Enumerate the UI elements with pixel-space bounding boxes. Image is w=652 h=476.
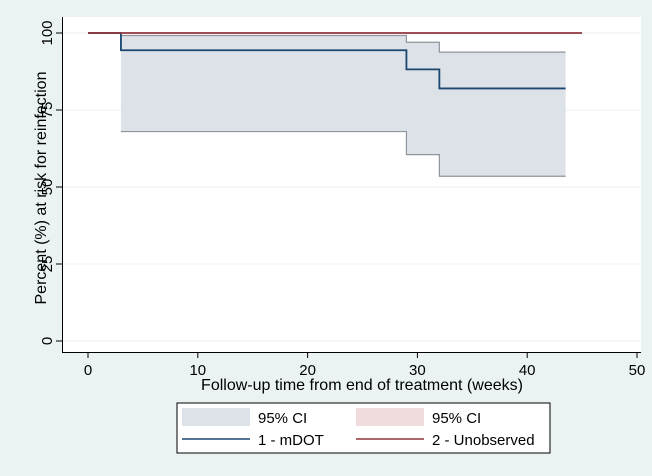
ci-band (120, 35, 566, 177)
legend-swatch (356, 408, 424, 426)
x-tick-label: 20 (299, 362, 316, 379)
legend-label: 95% CI (258, 410, 307, 427)
confidence-bands (120, 34, 566, 177)
y-tick-label: 75 (39, 102, 56, 119)
series-line (88, 32, 566, 90)
legend-label: 95% CI (432, 410, 481, 427)
y-tick-label: 50 (39, 179, 56, 196)
legend-label: 1 - mDOT (258, 432, 324, 449)
y-tick-label: 25 (39, 256, 56, 273)
legend-label: 2 - Unobserved (432, 432, 535, 449)
x-tick-label: 10 (189, 362, 206, 379)
axes: 0 25 50 75 100 0 10 20 30 40 50 (39, 17, 645, 379)
x-axis-label: Follow-up time from end of treatment (we… (201, 377, 523, 394)
x-tick-label: 50 (629, 362, 646, 379)
ci-upper-line (120, 34, 566, 53)
legend-swatch (182, 408, 250, 426)
x-tick-label: 30 (409, 362, 426, 379)
series-lines (88, 32, 583, 90)
y-axis-label: Percent (%) at risk for reinfection (33, 72, 50, 305)
y-tick-label: 100 (39, 20, 56, 45)
legend: 95% CI 95% CI 1 - mDOT 2 - Unobserved (176, 402, 551, 454)
y-tick-label: 0 (39, 337, 56, 345)
ci-lower-line (120, 130, 566, 177)
x-tick-label: 0 (84, 362, 92, 379)
x-tick-label: 40 (519, 362, 536, 379)
